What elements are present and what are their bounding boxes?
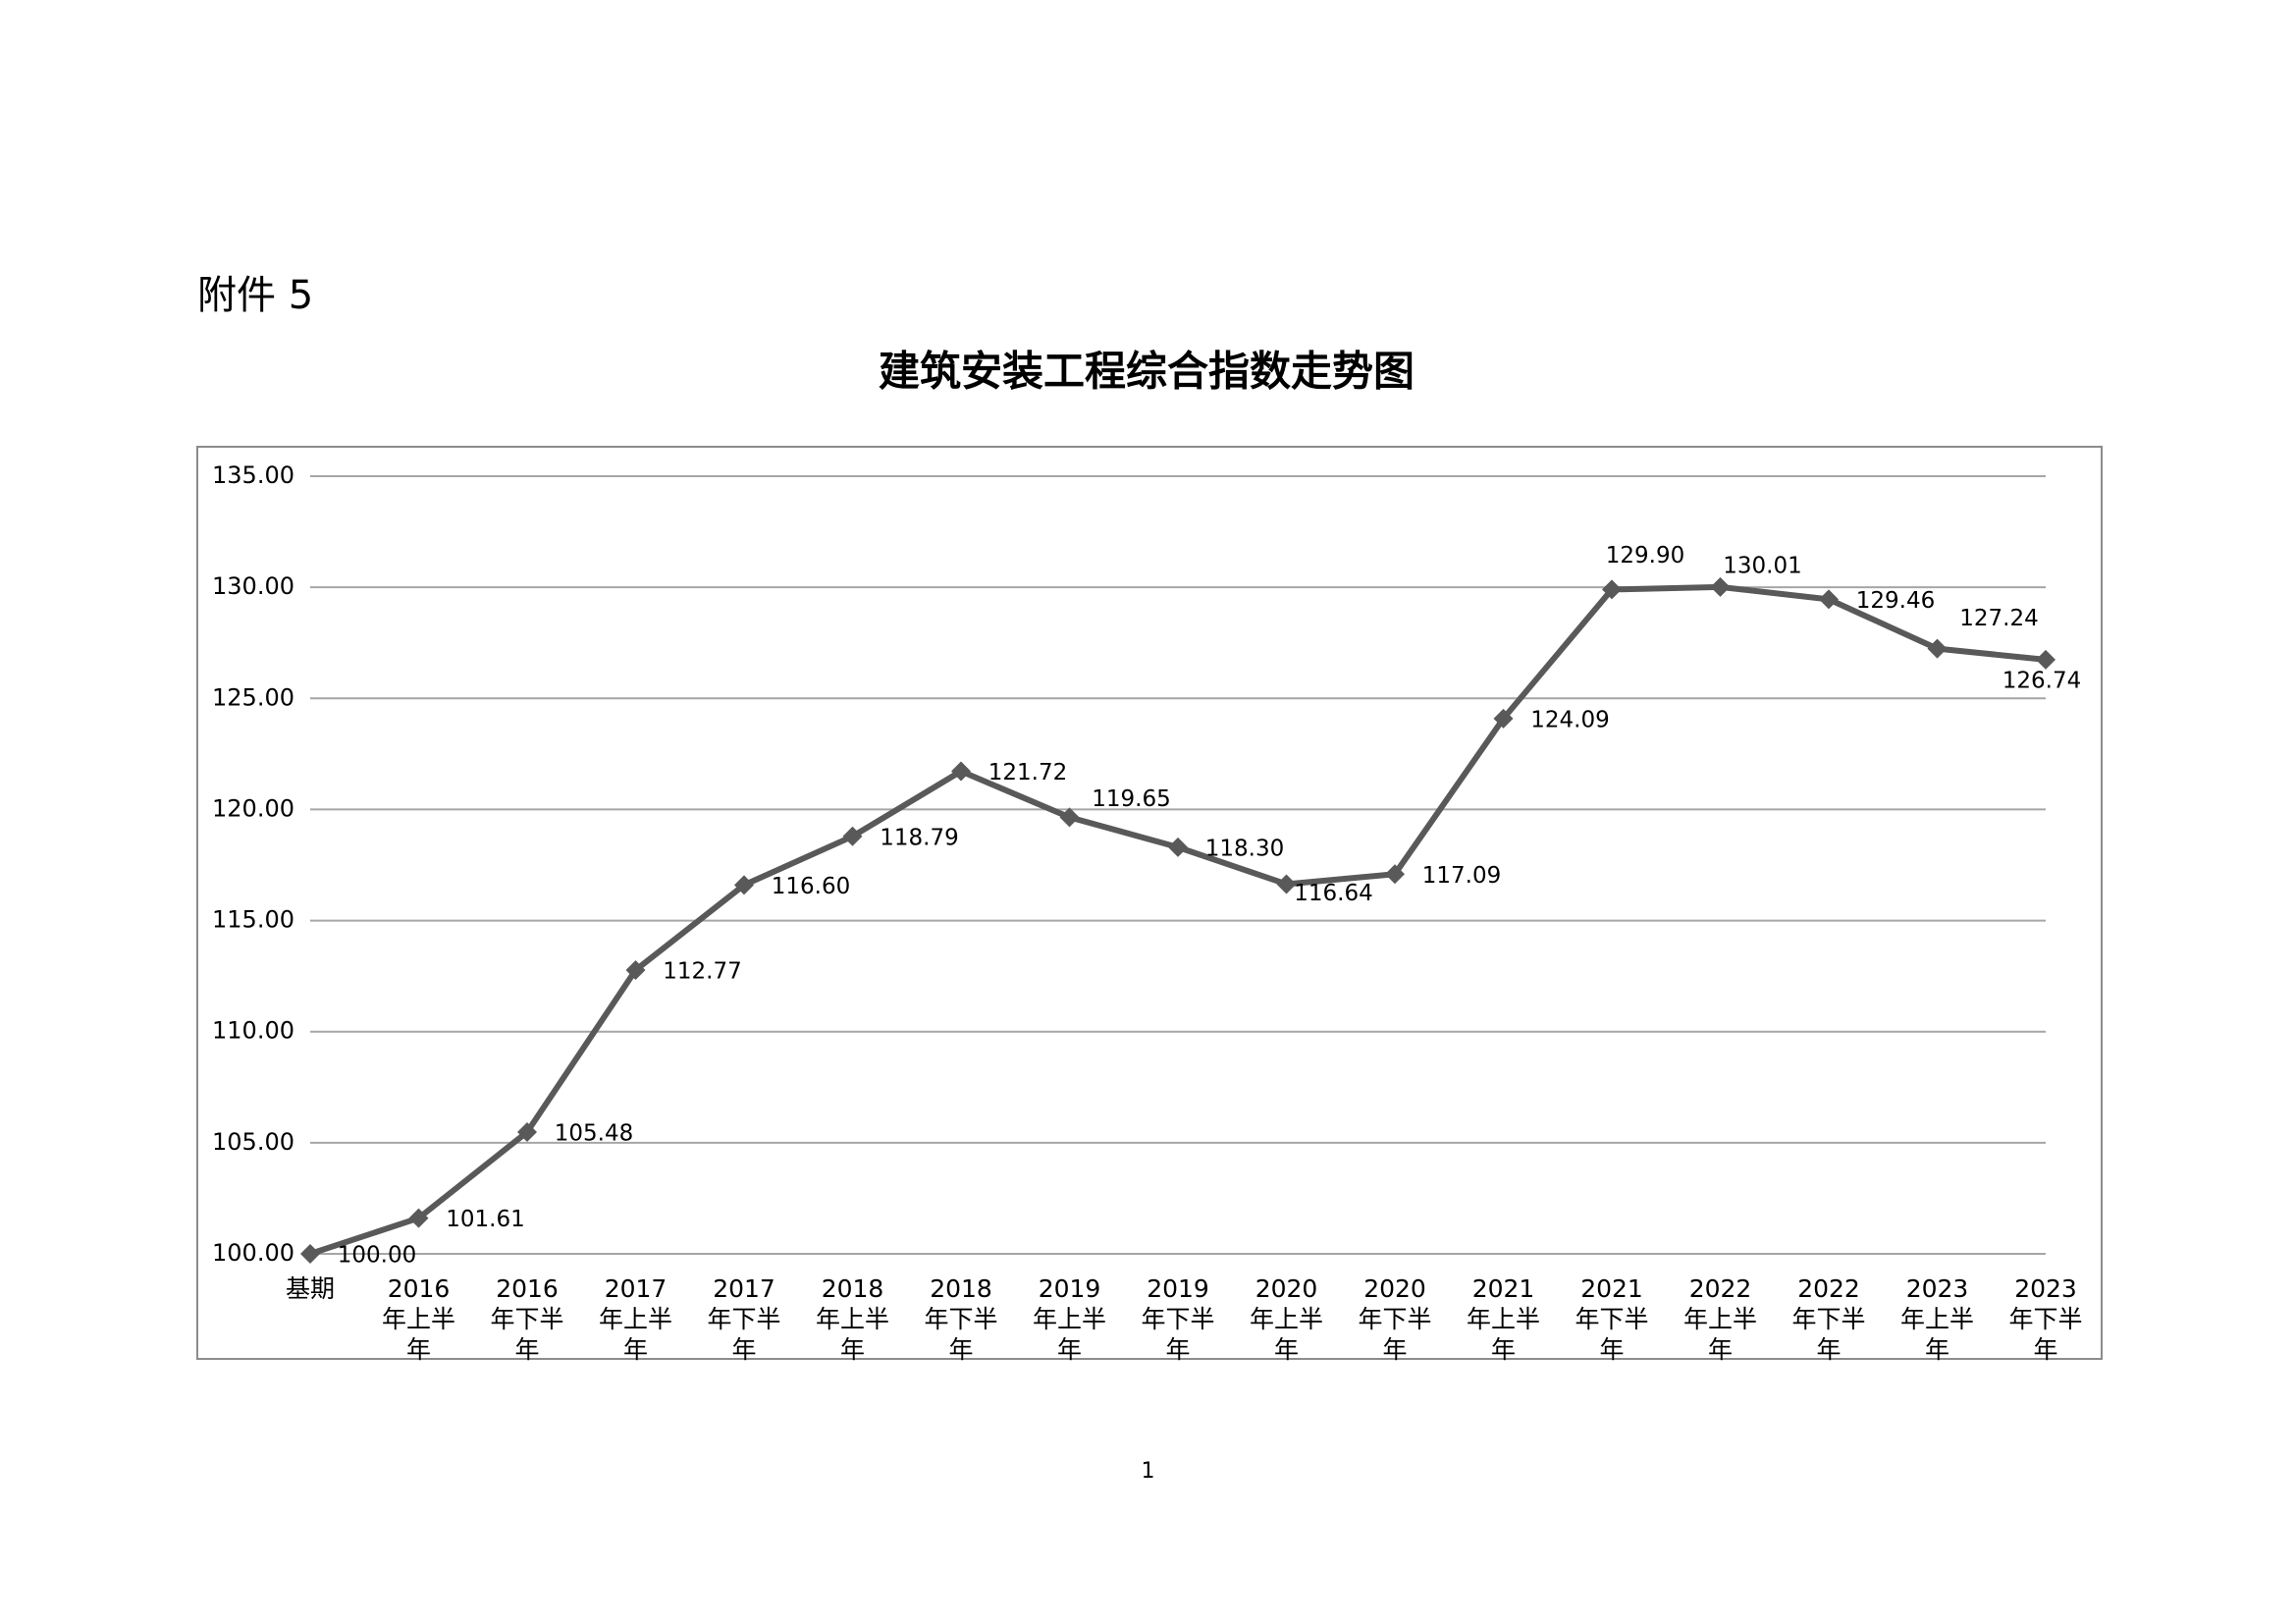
x-tick-label: 2022年上半年: [1682, 1274, 1757, 1364]
data-label: 118.79: [880, 825, 958, 850]
x-tick-label: 2019年上半年: [1032, 1274, 1106, 1364]
data-point: [842, 826, 863, 846]
x-tick-label: 2017年上半年: [598, 1274, 672, 1364]
page-number: 1: [1141, 1459, 1155, 1484]
data-label: 129.90: [1606, 543, 1684, 568]
data-label: 124.09: [1530, 707, 1609, 732]
x-tick-label: 2016年上半年: [381, 1274, 455, 1364]
y-tick-label: 115.00: [212, 906, 294, 934]
data-point: [300, 1244, 320, 1264]
attachment-label: 附件 5: [197, 273, 314, 318]
data-point: [1927, 638, 1948, 659]
data-label: 105.48: [555, 1120, 633, 1146]
y-tick-label: 130.00: [212, 572, 294, 600]
data-label: 119.65: [1092, 786, 1170, 812]
data-point: [1059, 807, 1080, 828]
data-point: [1168, 837, 1188, 857]
y-tick-label: 110.00: [212, 1017, 294, 1045]
data-label: 129.46: [1856, 588, 1935, 614]
data-label: 118.30: [1205, 836, 1284, 861]
x-tick-label: 2022年下半年: [1791, 1274, 1866, 1364]
data-label: 100.00: [338, 1243, 416, 1269]
data-point: [1819, 589, 1839, 610]
x-tick-label: 2023年上半年: [1899, 1274, 1974, 1364]
data-point: [408, 1208, 429, 1228]
x-tick-label: 2016年下半年: [490, 1274, 564, 1364]
data-point: [517, 1121, 537, 1142]
x-tick-label: 2017年下半年: [707, 1274, 781, 1364]
x-tick-label: 2023年下半年: [2008, 1274, 2083, 1364]
data-label: 112.77: [663, 959, 741, 985]
y-tick-label: 135.00: [212, 461, 294, 489]
x-tick-label: 2021年下半年: [1575, 1274, 1649, 1364]
x-tick-label: 2020年上半年: [1249, 1274, 1323, 1364]
data-point: [951, 761, 971, 782]
y-tick-label: 120.00: [212, 794, 294, 822]
data-point: [625, 960, 646, 981]
data-point: [1602, 579, 1622, 600]
data-point: [1385, 864, 1405, 885]
y-tick-label: 125.00: [212, 683, 294, 711]
x-tick-label: 基期: [285, 1274, 335, 1303]
data-point: [1493, 708, 1514, 729]
chart-title: 建筑安装工程综合指数走势图: [879, 348, 1415, 396]
x-tick-label: 2018年下半年: [924, 1274, 998, 1364]
data-point: [1710, 576, 1731, 597]
data-label: 130.01: [1723, 553, 1801, 578]
x-tick-label: 2018年上半年: [815, 1274, 889, 1364]
data-label: 116.60: [772, 874, 850, 899]
y-tick-label: 100.00: [212, 1239, 294, 1267]
x-tick-label: 2019年下半年: [1141, 1274, 1215, 1364]
data-point: [2036, 649, 2056, 670]
data-label: 101.61: [446, 1207, 524, 1232]
x-tick-label: 2020年下半年: [1358, 1274, 1432, 1364]
data-label: 127.24: [1959, 606, 2038, 631]
data-point: [1276, 874, 1297, 894]
data-point: [734, 875, 754, 895]
data-label: 121.72: [988, 760, 1067, 785]
data-label: 117.09: [1422, 863, 1501, 889]
chart-frame: [196, 446, 2103, 1360]
y-tick-label: 105.00: [212, 1128, 294, 1156]
data-label: 126.74: [2002, 668, 2081, 693]
data-label: 116.64: [1294, 881, 1372, 906]
x-tick-label: 2021年上半年: [1466, 1274, 1540, 1364]
